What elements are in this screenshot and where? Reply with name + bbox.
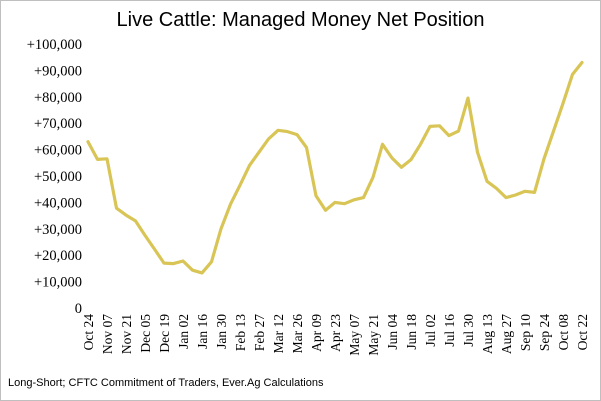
- x-tick-label: Oct 22: [575, 314, 590, 350]
- x-tick-label: May 07: [347, 314, 362, 356]
- y-tick-label: +10,000: [34, 275, 82, 291]
- y-tick-label: +30,000: [34, 222, 82, 238]
- chart-title: Live Cattle: Managed Money Net Position: [116, 9, 485, 31]
- x-tick-label: Feb 27: [252, 314, 267, 351]
- x-tick-label: Apr 23: [328, 314, 343, 352]
- x-tick-label: May 21: [366, 314, 381, 356]
- x-tick-label: Jun 04: [385, 314, 400, 350]
- x-tick-label: Jun 18: [404, 314, 419, 350]
- x-tick-label: Dec 19: [157, 314, 172, 353]
- x-tick-label: Jul 02: [423, 314, 438, 347]
- x-tick-label: Nov 21: [119, 314, 134, 354]
- x-tick-label: Jul 30: [461, 314, 476, 347]
- y-tick-label: +60,000: [34, 143, 82, 159]
- y-tick-label: +70,000: [34, 116, 82, 132]
- y-tick-label: +80,000: [34, 90, 82, 106]
- y-tick-label: +50,000: [34, 169, 82, 185]
- x-tick-label: Aug 13: [480, 314, 495, 354]
- x-tick-label: Jul 16: [442, 314, 457, 347]
- x-tick-label: Mar 26: [290, 314, 305, 354]
- x-tick-label: Jan 02: [176, 314, 191, 349]
- x-tick-label: Feb 13: [233, 314, 248, 351]
- y-axis: 0 +10,000 +20,000 +30,000 +40,000 +50,000 +60,…: [27, 37, 82, 317]
- x-tick-label: Aug 27: [499, 314, 514, 354]
- y-tick-label: +40,000: [34, 195, 82, 211]
- x-tick-label: Dec 05: [138, 314, 153, 353]
- series-line: [86, 60, 584, 275]
- y-tick-label: +100,000: [27, 37, 82, 53]
- chart-footnote: Long-Short; CFTC Commitment of Traders, …: [8, 377, 324, 389]
- x-axis: Oct 24 Nov 07 Nov 21 Dec 05 Dec 19 Jan 02 Jan …: [81, 314, 590, 356]
- x-tick-label: Apr 09: [309, 314, 324, 352]
- y-tick-label: +20,000: [34, 248, 82, 264]
- x-tick-label: Sep 10: [518, 314, 533, 351]
- y-tick-label: 0: [75, 301, 82, 317]
- x-tick-label: Jan 30: [214, 314, 229, 349]
- x-tick-label: Oct 08: [556, 314, 571, 351]
- x-tick-label: Mar 12: [271, 314, 286, 353]
- x-tick-label: Oct 24: [81, 314, 96, 351]
- x-tick-label: Jan 16: [195, 314, 210, 349]
- x-tick-label: Nov 07: [100, 314, 115, 354]
- y-tick-label: +90,000: [34, 63, 82, 79]
- x-tick-label: Sep 24: [537, 314, 552, 351]
